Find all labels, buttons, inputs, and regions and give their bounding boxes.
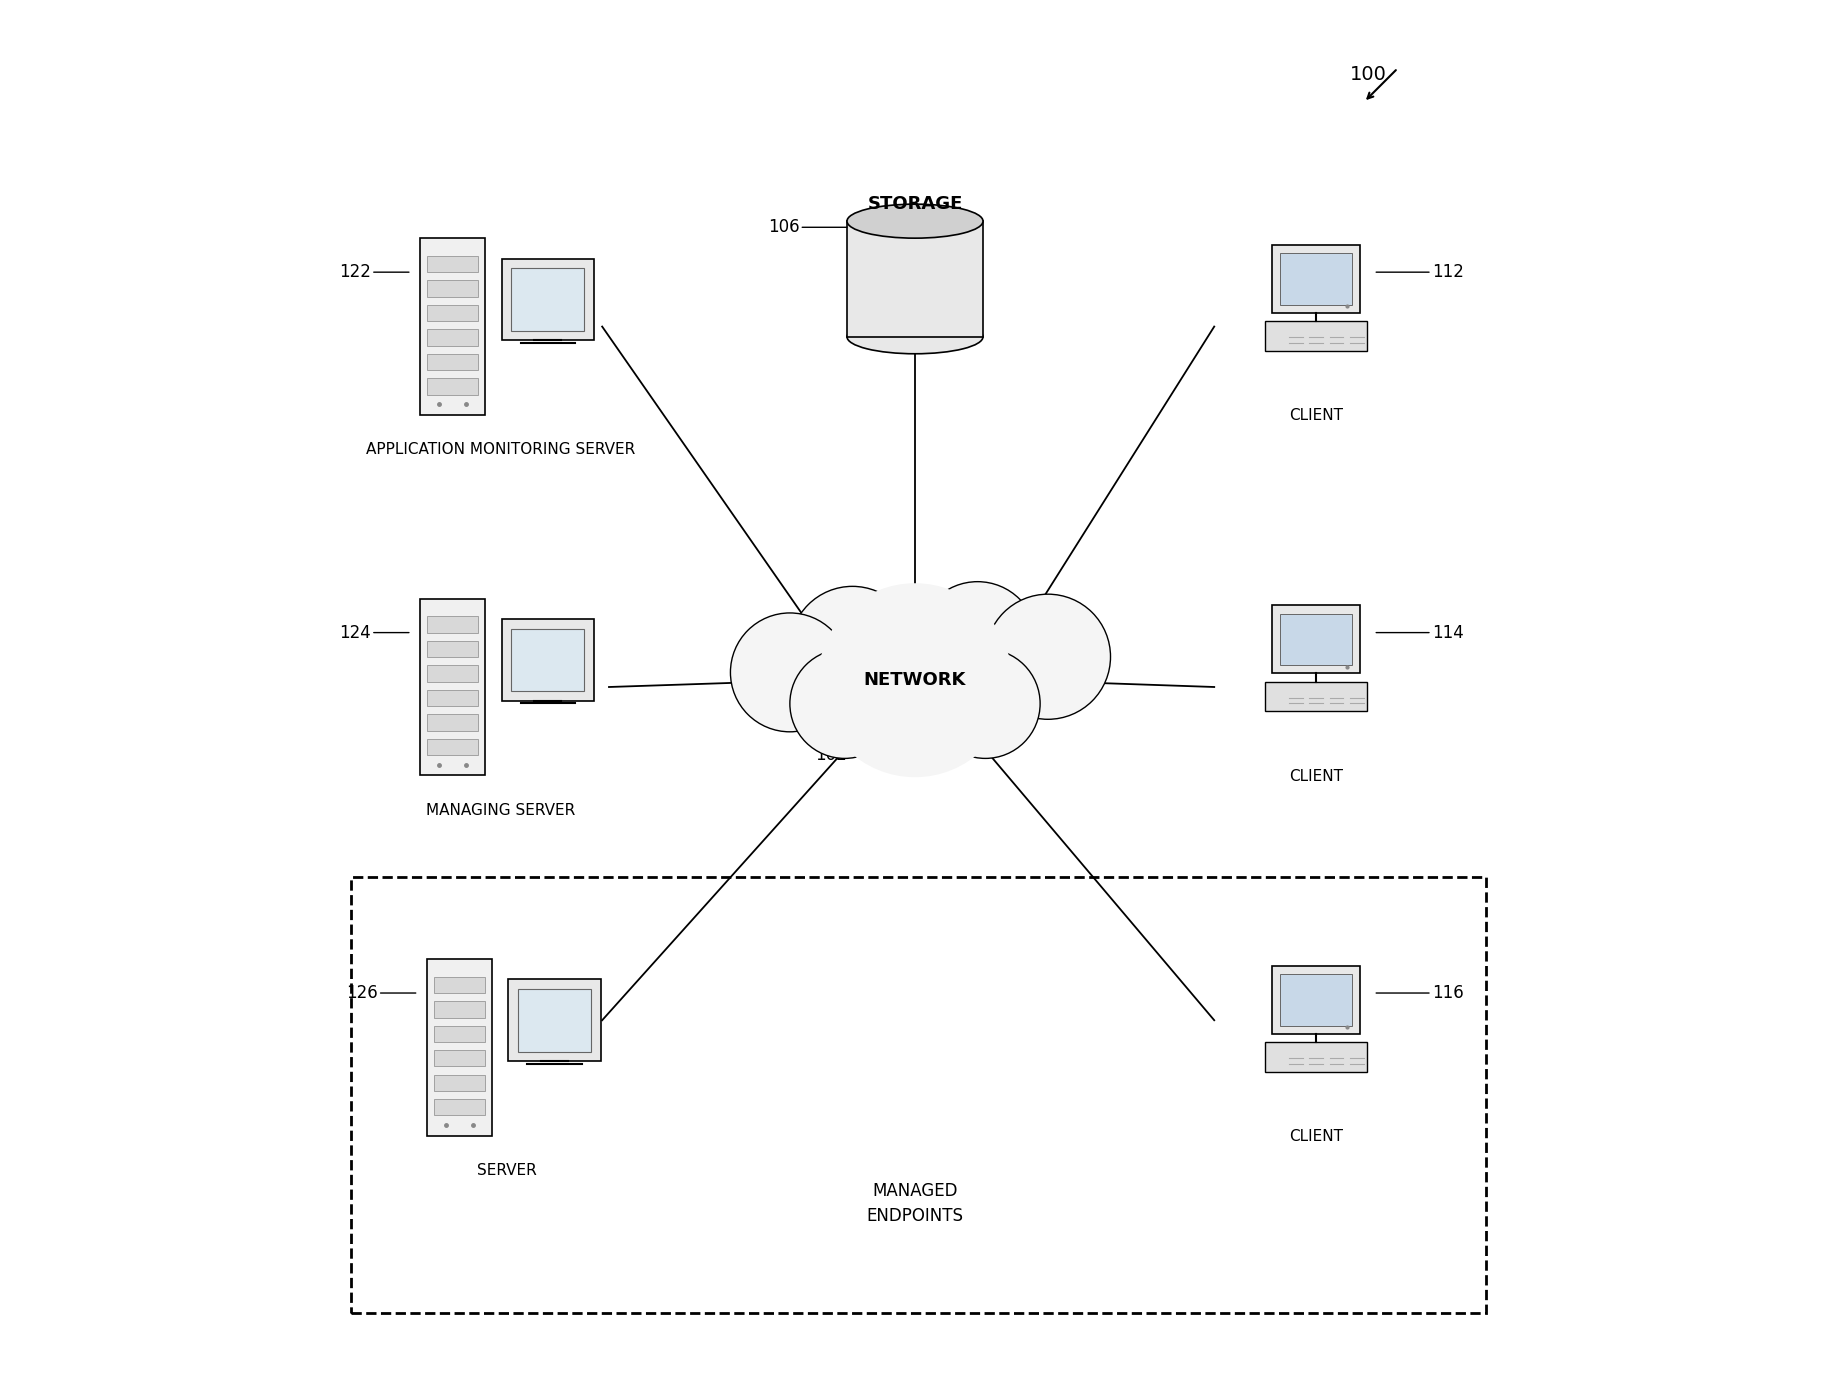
Text: 112: 112	[1431, 264, 1464, 282]
FancyBboxPatch shape	[434, 1050, 485, 1066]
Text: 124: 124	[339, 624, 371, 642]
FancyBboxPatch shape	[1272, 966, 1360, 1033]
FancyBboxPatch shape	[426, 617, 478, 632]
FancyBboxPatch shape	[1281, 253, 1352, 305]
FancyBboxPatch shape	[511, 628, 584, 691]
Circle shape	[791, 587, 915, 712]
Circle shape	[845, 594, 985, 735]
FancyBboxPatch shape	[518, 989, 591, 1051]
FancyBboxPatch shape	[426, 640, 478, 657]
Text: 102: 102	[814, 746, 847, 764]
Text: STORAGE: STORAGE	[867, 195, 963, 213]
FancyBboxPatch shape	[419, 599, 485, 775]
FancyBboxPatch shape	[434, 1099, 485, 1116]
Text: 116: 116	[1431, 984, 1464, 1002]
Text: CLIENT: CLIENT	[1288, 768, 1343, 783]
FancyBboxPatch shape	[501, 620, 595, 701]
FancyBboxPatch shape	[434, 1025, 485, 1041]
FancyBboxPatch shape	[426, 330, 478, 346]
Bar	[351, 878, 1486, 1312]
FancyBboxPatch shape	[434, 1074, 485, 1091]
Text: NETWORK: NETWORK	[864, 672, 966, 690]
Ellipse shape	[847, 320, 983, 353]
FancyBboxPatch shape	[501, 258, 595, 341]
Circle shape	[856, 636, 974, 756]
FancyBboxPatch shape	[1281, 614, 1352, 665]
FancyBboxPatch shape	[426, 305, 478, 322]
FancyBboxPatch shape	[426, 280, 478, 297]
FancyBboxPatch shape	[419, 238, 485, 415]
FancyBboxPatch shape	[1265, 322, 1367, 350]
Text: 114: 114	[1431, 624, 1464, 642]
FancyBboxPatch shape	[1281, 974, 1352, 1025]
Text: CLIENT: CLIENT	[1288, 408, 1343, 423]
FancyBboxPatch shape	[1272, 245, 1360, 313]
Text: SERVER: SERVER	[478, 1162, 536, 1178]
FancyBboxPatch shape	[426, 714, 478, 731]
Text: CLIENT: CLIENT	[1288, 1129, 1343, 1145]
FancyBboxPatch shape	[1265, 682, 1367, 712]
FancyBboxPatch shape	[434, 977, 485, 993]
Circle shape	[730, 613, 849, 732]
FancyBboxPatch shape	[1265, 1041, 1367, 1072]
Text: 122: 122	[339, 264, 371, 282]
FancyBboxPatch shape	[509, 980, 600, 1061]
FancyBboxPatch shape	[426, 959, 492, 1136]
FancyBboxPatch shape	[426, 378, 478, 394]
Circle shape	[985, 594, 1111, 720]
Circle shape	[791, 649, 899, 758]
FancyBboxPatch shape	[434, 1002, 485, 1018]
Circle shape	[818, 583, 1012, 778]
Circle shape	[919, 581, 1038, 701]
Text: 126: 126	[346, 984, 377, 1002]
FancyBboxPatch shape	[511, 268, 584, 331]
FancyBboxPatch shape	[426, 256, 478, 272]
Text: 100: 100	[1351, 66, 1387, 84]
Circle shape	[931, 649, 1039, 758]
FancyBboxPatch shape	[1272, 606, 1360, 673]
Text: APPLICATION MONITORING SERVER: APPLICATION MONITORING SERVER	[366, 442, 635, 458]
Text: MANAGING SERVER: MANAGING SERVER	[426, 802, 575, 818]
FancyBboxPatch shape	[426, 739, 478, 754]
FancyBboxPatch shape	[426, 353, 478, 370]
Text: 106: 106	[769, 218, 800, 236]
Text: MANAGED
ENDPOINTS: MANAGED ENDPOINTS	[866, 1183, 964, 1226]
FancyBboxPatch shape	[426, 690, 478, 706]
Ellipse shape	[847, 205, 983, 238]
FancyBboxPatch shape	[426, 665, 478, 682]
FancyBboxPatch shape	[847, 221, 983, 337]
